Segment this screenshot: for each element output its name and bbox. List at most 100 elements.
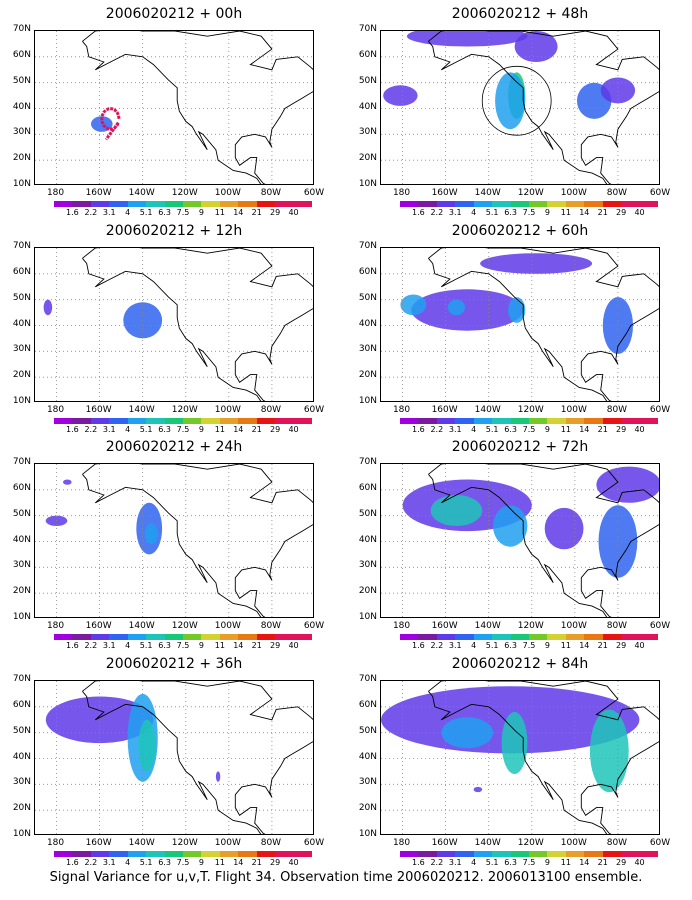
colorbar-label: 7.5 — [176, 858, 190, 867]
lat-label: 60N — [358, 266, 377, 277]
lat-label: 50N — [358, 292, 377, 303]
colorbar-label: 5.1 — [485, 858, 499, 867]
colorbar-label: 40 — [288, 425, 299, 434]
colorbar-label: 6.3 — [158, 641, 171, 650]
colorbar-swatch — [238, 201, 257, 207]
lon-label: 80W — [260, 838, 282, 848]
colorbar-label: 11 — [560, 858, 571, 867]
colorbar-label: 14 — [579, 208, 590, 217]
colorbar-swatch — [182, 418, 202, 424]
lat-label: 10N — [358, 829, 377, 839]
colorbar-label: 11 — [560, 425, 571, 434]
lat-label: 10N — [358, 612, 377, 622]
colorbar-swatch — [238, 634, 257, 640]
colorbar-label: 3.1 — [448, 858, 462, 867]
colorbar-swatch — [528, 851, 548, 857]
colorbar-swatch — [146, 201, 165, 207]
variance-contour — [63, 479, 72, 485]
lon-label: 180 — [46, 405, 65, 415]
colorbar-swatch — [455, 634, 474, 640]
lat-label: 10N — [12, 612, 31, 622]
lat-label: 30N — [12, 127, 31, 138]
colorbar-swatch — [565, 201, 585, 207]
colorbar-swatch — [146, 418, 165, 424]
colorbar-label: 29 — [616, 425, 627, 434]
lat-label: 20N — [358, 153, 377, 164]
variance-contour — [447, 299, 465, 316]
colorbar-swatch — [547, 634, 566, 640]
colorbar-swatch — [201, 201, 220, 207]
lon-label: 160W — [431, 188, 458, 198]
lon-label: 160W — [85, 621, 112, 631]
lat-label: 10N — [12, 396, 31, 406]
colorbar-swatch — [219, 201, 239, 207]
colorbar-label: 11 — [214, 641, 225, 650]
colorbar-label: 14 — [233, 858, 244, 867]
colorbar-label: 21 — [251, 208, 262, 217]
lat-label: 50N — [358, 75, 377, 86]
colorbar-label: 3.1 — [102, 208, 116, 217]
colorbar-swatch — [584, 634, 603, 640]
lat-label: 50N — [12, 508, 31, 519]
lat-label: 60N — [12, 266, 31, 277]
colorbar — [400, 418, 658, 424]
variance-contour — [406, 31, 528, 47]
colorbar-label: 21 — [251, 858, 262, 867]
lat-label: 20N — [358, 370, 377, 381]
colorbar-swatch — [256, 201, 276, 207]
colorbar — [400, 851, 658, 857]
colorbar-swatch — [455, 201, 474, 207]
colorbar-label: 11 — [214, 425, 225, 434]
colorbar-label: 14 — [579, 858, 590, 867]
colorbar-swatch — [621, 201, 640, 207]
colorbar-swatch — [510, 851, 529, 857]
lat-label: 30N — [358, 344, 377, 355]
variance-contour — [411, 289, 524, 331]
lon-label: 80W — [260, 188, 282, 198]
colorbar-swatch — [528, 418, 548, 424]
colorbar-label: 5.1 — [139, 641, 153, 650]
colorbar-label: 29 — [270, 425, 281, 434]
colorbar-label: 9 — [198, 858, 204, 867]
lon-label: 180 — [392, 405, 411, 415]
lat-label: 60N — [358, 49, 377, 60]
lon-label: 80W — [260, 621, 282, 631]
colorbar-label: 7.5 — [176, 641, 190, 650]
colorbar-swatch — [275, 201, 294, 207]
colorbar-swatch — [293, 201, 312, 207]
colorbar-swatch — [238, 851, 257, 857]
lon-label: 60W — [649, 405, 671, 415]
colorbar-label: 5.1 — [139, 208, 153, 217]
variance-contour — [596, 466, 659, 503]
map-panel — [380, 463, 660, 618]
variance-contour — [480, 253, 593, 274]
lon-label: 100W — [214, 188, 241, 198]
map-panel — [380, 247, 660, 402]
colorbar-label: 3.1 — [448, 208, 462, 217]
lon-label: 180 — [392, 621, 411, 631]
lat-label: 70N — [12, 674, 31, 684]
lat-label: 10N — [358, 396, 377, 406]
variance-contour — [138, 719, 156, 772]
colorbar-swatch — [201, 851, 220, 857]
colorbar-swatch — [54, 201, 73, 207]
colorbar-swatch — [219, 418, 239, 424]
lon-label: 180 — [392, 188, 411, 198]
colorbar-label: 1.6 — [66, 425, 79, 434]
colorbar-swatch — [182, 201, 202, 207]
colorbar-swatch — [602, 201, 622, 207]
colorbar-label: 21 — [597, 208, 608, 217]
lon-label: 80W — [606, 621, 628, 631]
colorbar-label: 2.2 — [430, 858, 444, 867]
variance-contour — [493, 505, 528, 547]
colorbar-label: 14 — [233, 208, 244, 217]
colorbar-swatch — [109, 634, 128, 640]
colorbar-swatch — [90, 418, 110, 424]
colorbar-swatch — [436, 201, 456, 207]
lon-label: 100W — [214, 621, 241, 631]
lat-label: 10N — [12, 829, 31, 839]
colorbar-label: 2.2 — [430, 641, 444, 650]
colorbar-label: 11 — [560, 641, 571, 650]
colorbar-swatch — [256, 634, 276, 640]
colorbar-swatch — [54, 418, 73, 424]
